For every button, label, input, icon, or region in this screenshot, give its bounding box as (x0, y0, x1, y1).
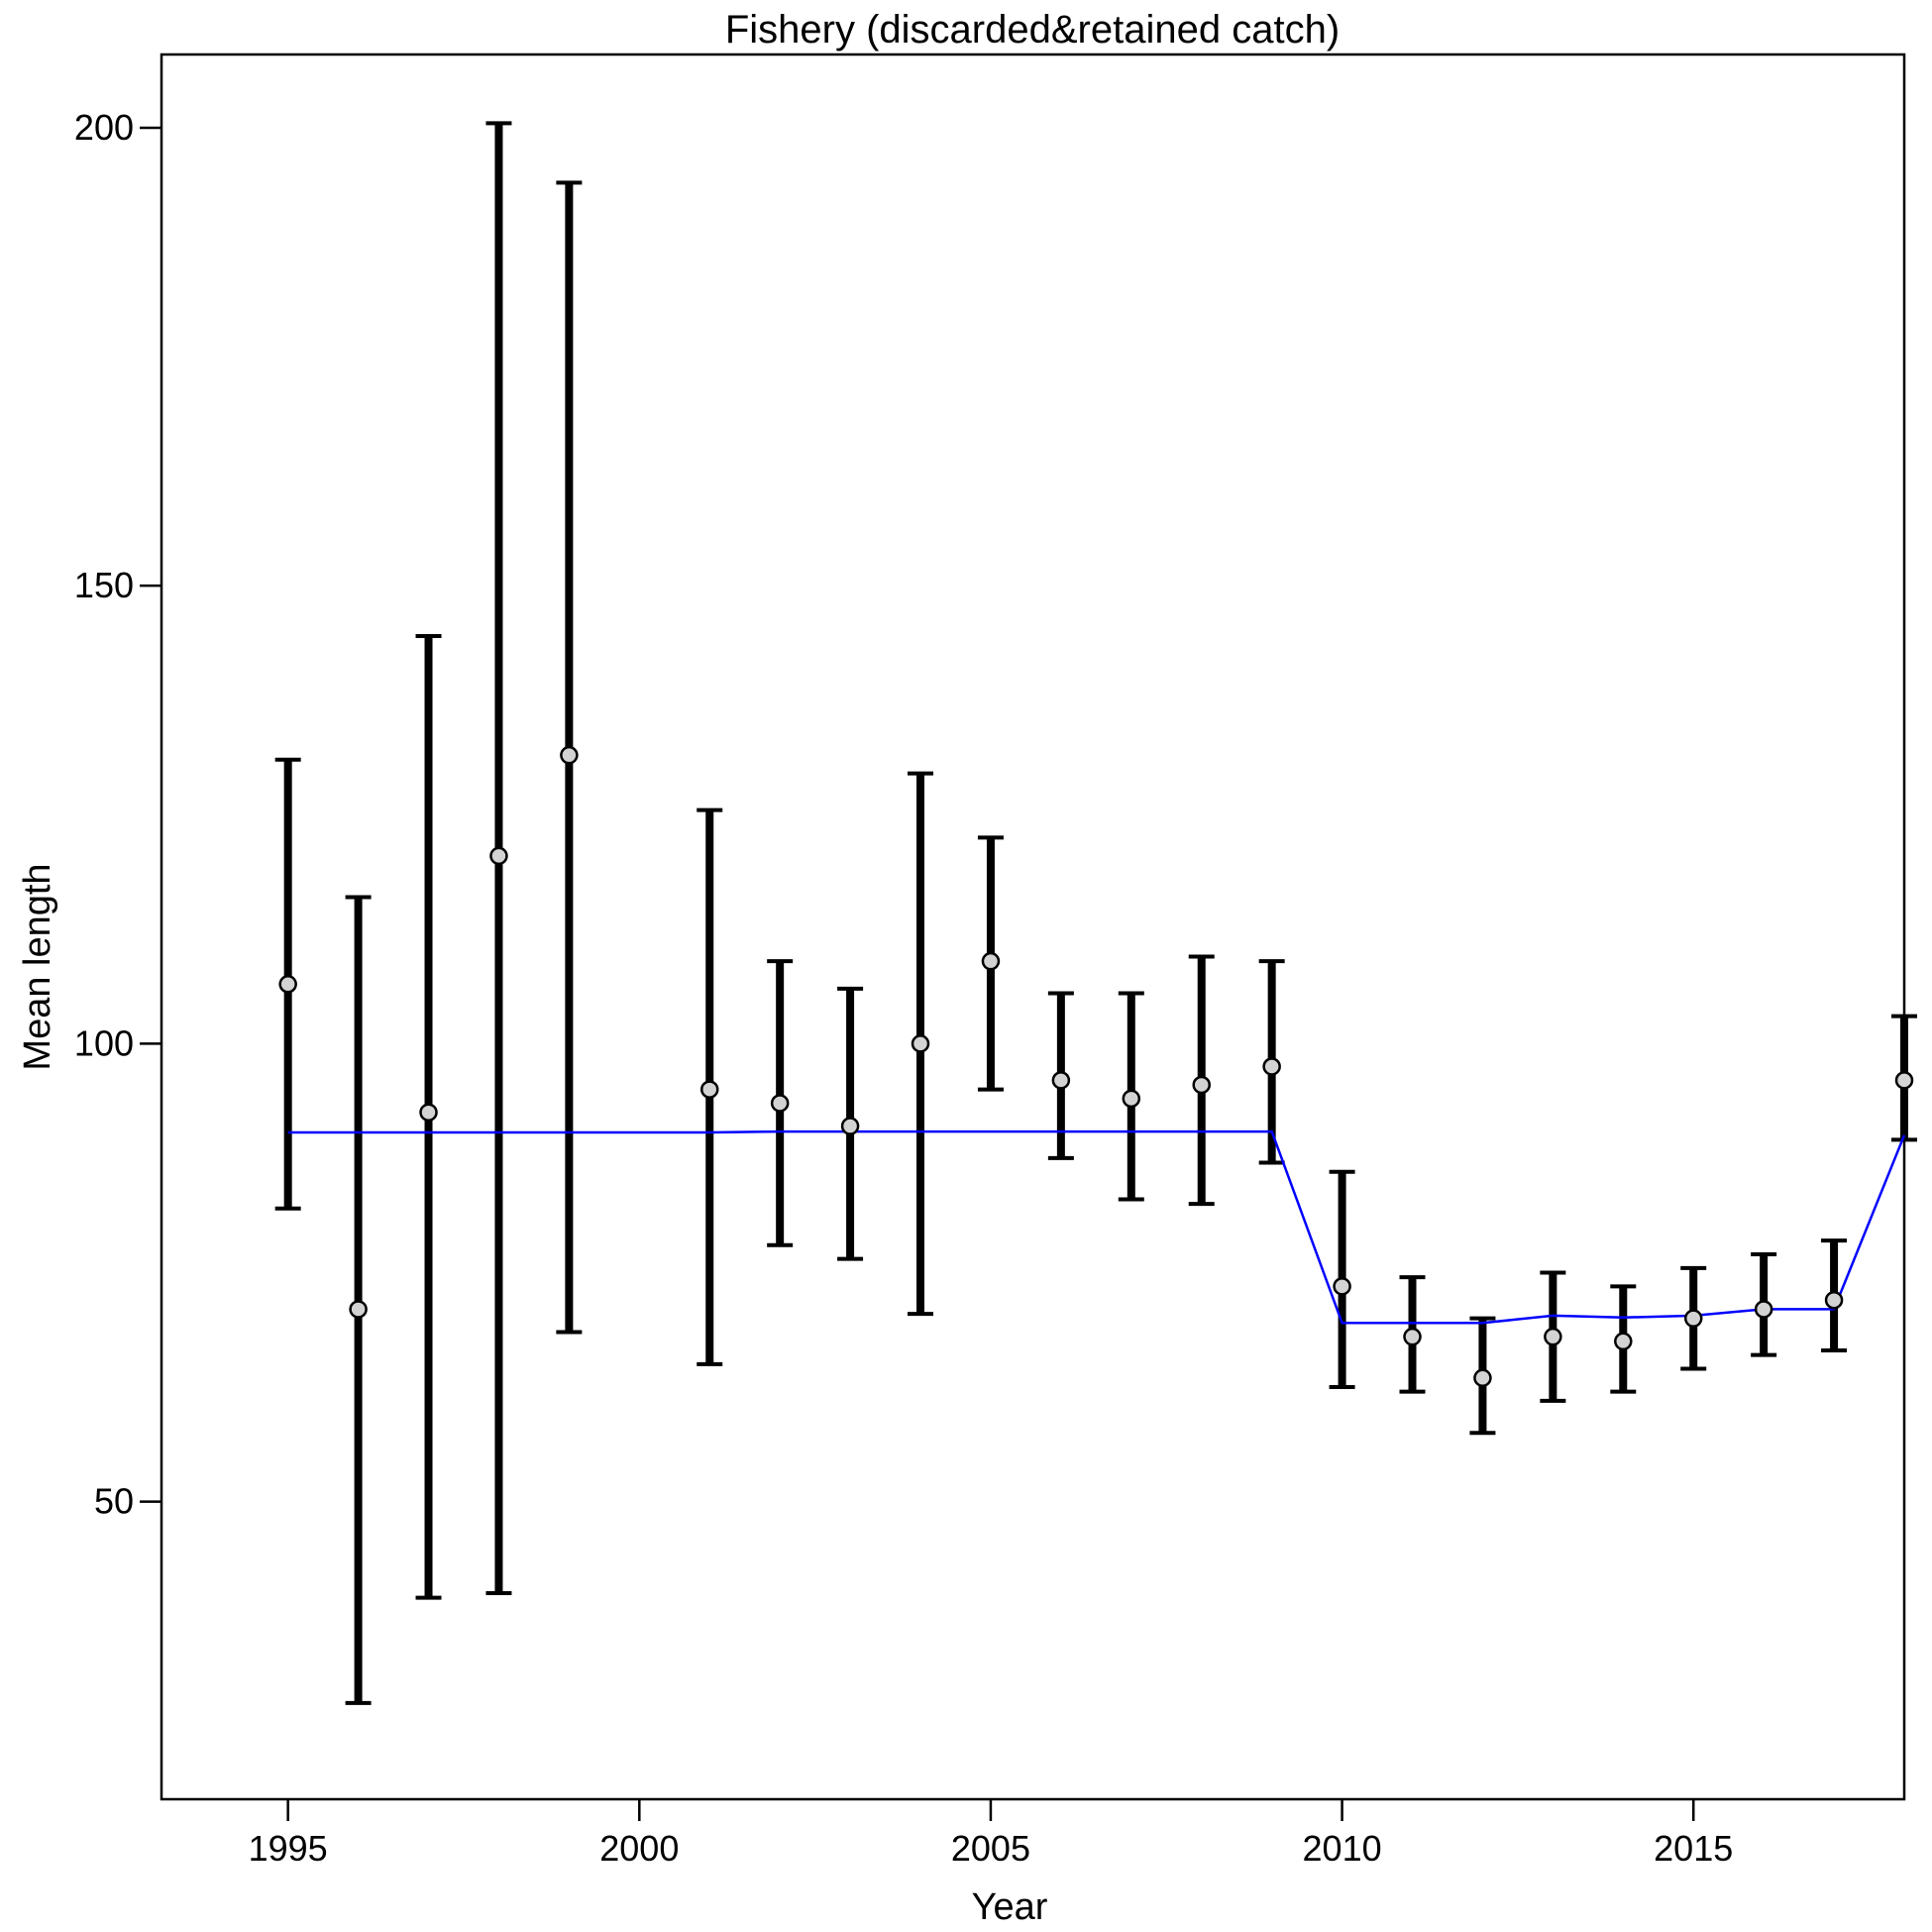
expected-line (287, 1129, 1906, 1325)
observed-point (1262, 1057, 1281, 1076)
observed-point (770, 1094, 790, 1113)
observed-point (419, 1103, 438, 1122)
x-tick-label: 2005 (951, 1828, 1030, 1869)
x-tick-label: 1995 (249, 1828, 328, 1869)
x-axis: 1995 2000 2005 2010 2015 (249, 1799, 1733, 1869)
observed-point (840, 1117, 860, 1135)
plot-frame (160, 53, 1906, 1801)
x-tick-label: 2010 (1303, 1828, 1382, 1869)
observed-point (1473, 1368, 1492, 1388)
x-tick-label: 2000 (599, 1828, 679, 1869)
observed-point (560, 745, 579, 765)
observed-point (349, 1300, 368, 1319)
observed-point (1614, 1332, 1633, 1351)
observed-point (1122, 1089, 1141, 1109)
y-tick-label: 150 (74, 565, 134, 605)
y-tick-label: 200 (74, 107, 134, 148)
x-axis-label: Year (972, 1886, 1048, 1928)
observed-point (981, 951, 1001, 971)
y-axis-label: Mean length (17, 863, 58, 1070)
observed-points (278, 745, 1914, 1388)
observed-point (1403, 1327, 1422, 1346)
y-tick-label: 50 (94, 1481, 134, 1522)
observed-point (1544, 1327, 1562, 1346)
observed-point (1051, 1071, 1071, 1090)
observed-point (911, 1034, 930, 1053)
x-tick-label: 2015 (1654, 1828, 1733, 1869)
observed-point (699, 1080, 719, 1099)
observed-point (1192, 1075, 1211, 1095)
observed-point (1894, 1071, 1914, 1090)
observed-point (1683, 1309, 1703, 1328)
error-bars (274, 121, 1917, 1705)
observed-point (489, 846, 508, 866)
observed-point (1333, 1277, 1351, 1296)
observed-point (278, 975, 297, 994)
y-tick-label: 100 (74, 1022, 134, 1063)
chart-title: Fishery (discarded&retained catch) (725, 8, 1340, 52)
y-axis: 50 100 150 200 (74, 107, 161, 1522)
expected-line-group (287, 1129, 1906, 1325)
observed-point (1824, 1290, 1844, 1310)
observed-point (1754, 1300, 1773, 1319)
